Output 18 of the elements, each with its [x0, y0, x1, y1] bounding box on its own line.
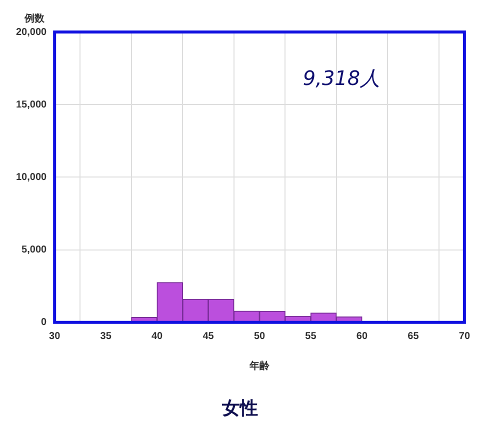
y-tick-label: 5,000 [22, 244, 48, 256]
annotation: 9,318人 [302, 66, 380, 90]
x-tick-label: 35 [100, 331, 112, 342]
x-tick-label: 50 [254, 331, 266, 342]
x-tick-label: 55 [305, 331, 317, 342]
y-tick-label: 10,000 [16, 172, 48, 183]
text: 女性 [221, 398, 258, 419]
y-tick-label: 20,000 [16, 26, 48, 38]
x-tick-label: 30 [49, 331, 61, 342]
x-tick-label: 70 [458, 331, 470, 342]
x-axis-title: 年齢 [248, 360, 271, 372]
x-tick-label: 45 [202, 331, 214, 342]
x-tick-label: 40 [151, 331, 164, 342]
x-tick-label: 60 [356, 331, 368, 342]
x-tick-label: 65 [408, 331, 420, 342]
y-axis-title: 例数 [24, 12, 46, 25]
y-tick-label: 15,000 [16, 99, 48, 110]
y-tick-label: 0 [41, 317, 48, 328]
